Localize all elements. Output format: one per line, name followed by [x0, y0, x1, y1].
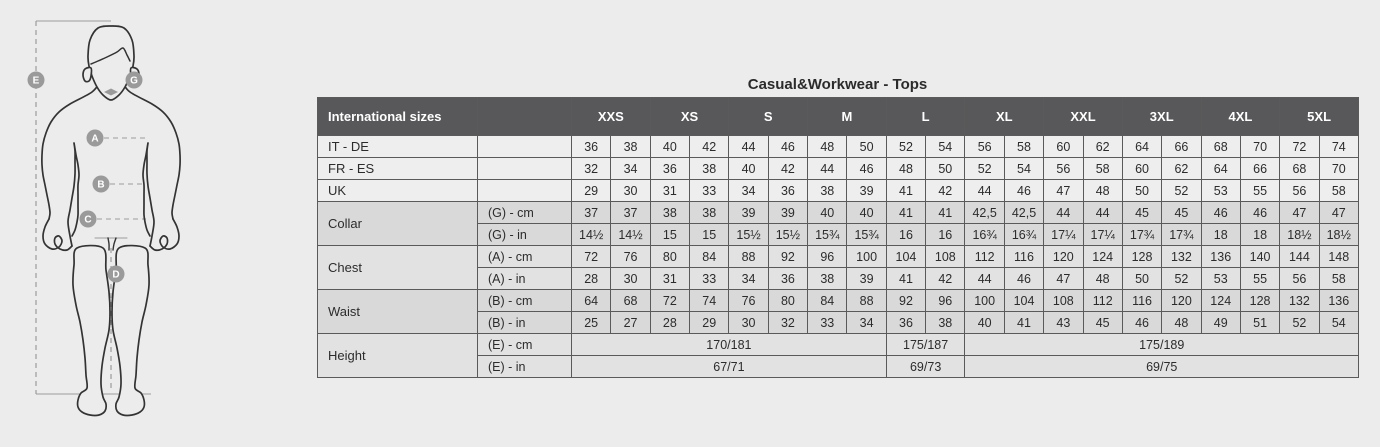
svg-text:C: C	[84, 214, 91, 225]
svg-text:E: E	[33, 75, 40, 86]
svg-text:D: D	[112, 269, 119, 280]
svg-text:B: B	[97, 179, 104, 190]
svg-text:G: G	[130, 75, 138, 86]
svg-text:A: A	[91, 133, 98, 144]
